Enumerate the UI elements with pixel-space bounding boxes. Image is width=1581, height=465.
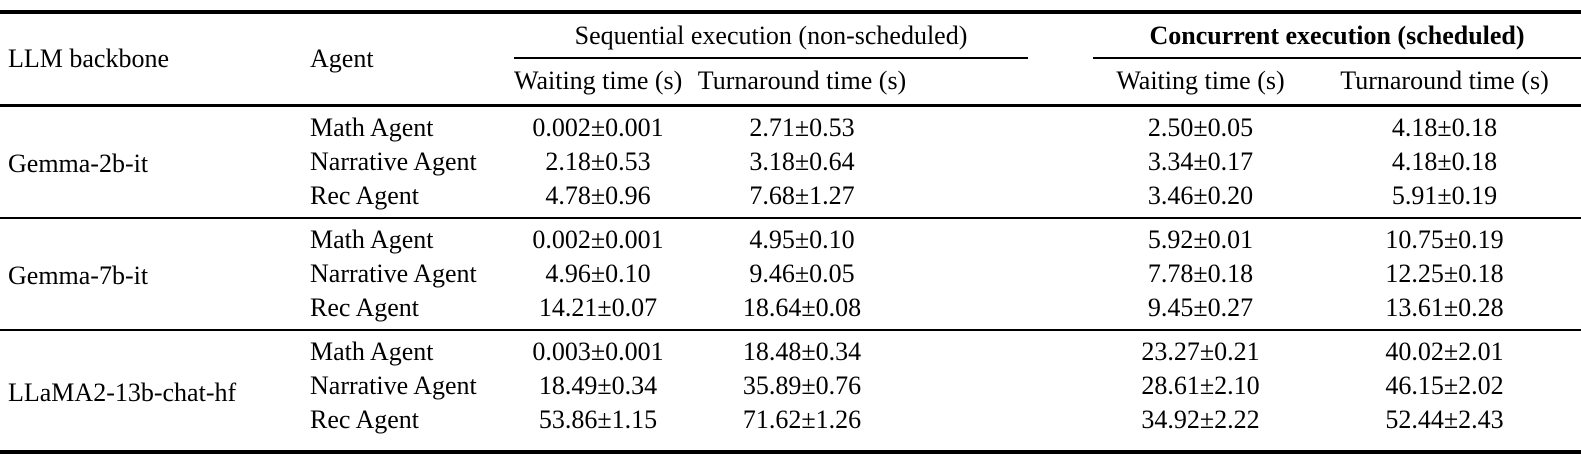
cell-conc-turnaround: 12.25±0.18 bbox=[1385, 259, 1504, 288]
header-concurrent-group: Concurrent execution (scheduled) bbox=[1093, 12, 1581, 59]
cell-agent: Rec Agent bbox=[310, 181, 420, 210]
header-row-spanners: LLM backbone Agent Sequential execution … bbox=[0, 12, 1581, 73]
cell-seq-turnaround: 35.89±0.76 bbox=[742, 371, 862, 400]
header-agent: Agent bbox=[310, 44, 374, 73]
cell-seq-waiting: 0.003±0.001 bbox=[532, 337, 664, 366]
cell-seq-waiting: 0.002±0.001 bbox=[532, 113, 664, 142]
cell-seq-turnaround: 71.62±1.26 bbox=[742, 405, 862, 434]
cell-backbone: Gemma-7b-it bbox=[8, 261, 149, 290]
table-row: Gemma-2b-it Math Agent 0.002±0.001 2.71±… bbox=[0, 106, 1581, 178]
table-row: Narrative Agent 4.96±0.10 9.46±0.05 7.78… bbox=[0, 257, 1581, 291]
cell-conc-turnaround: 13.61±0.28 bbox=[1385, 293, 1504, 322]
cell-agent: Narrative Agent bbox=[310, 147, 477, 176]
cell-agent: Rec Agent bbox=[310, 405, 420, 434]
cell-gap bbox=[1028, 218, 1093, 257]
cell-seq-turnaround: 18.64±0.08 bbox=[742, 293, 862, 322]
cell-gap bbox=[922, 257, 1028, 291]
cell-gap bbox=[1028, 106, 1093, 146]
cell-seq-turnaround: 7.68±1.27 bbox=[749, 181, 855, 210]
cell-conc-waiting: 7.78±0.18 bbox=[1147, 259, 1254, 288]
header-gap-column bbox=[1028, 12, 1093, 106]
cell-conc-turnaround: 10.75±0.19 bbox=[1385, 225, 1504, 254]
table-row: LLaMA2-13b-chat-hf Math Agent 0.003±0.00… bbox=[0, 330, 1581, 407]
cell-seq-turnaround: 2.71±0.53 bbox=[749, 113, 855, 142]
cell-backbone: LLaMA2-13b-chat-hf bbox=[8, 377, 237, 407]
cell-gap bbox=[1028, 257, 1093, 291]
cell-seq-waiting: 18.49±0.34 bbox=[538, 371, 658, 400]
cell-conc-waiting: 23.27±0.21 bbox=[1141, 337, 1260, 366]
cell-gap bbox=[1028, 145, 1093, 179]
cell-conc-waiting: 28.61±2.10 bbox=[1141, 371, 1260, 400]
cell-seq-waiting: 14.21±0.07 bbox=[538, 293, 658, 322]
cell-agent: Narrative Agent bbox=[310, 371, 477, 400]
table-row: Rec Agent 14.21±0.07 18.64±0.08 9.45±0.2… bbox=[0, 291, 1581, 330]
table-row: Rec Agent 53.86±1.15 71.62±1.26 34.92±2.… bbox=[0, 403, 1581, 452]
cell-conc-waiting: 5.92±0.01 bbox=[1147, 225, 1254, 254]
header-row-subheaders: Waiting time (s) Turnaround time (s) Wai… bbox=[0, 58, 1581, 106]
cell-conc-waiting: 3.34±0.17 bbox=[1147, 147, 1254, 176]
cell-agent: Rec Agent bbox=[310, 293, 420, 322]
cell-gap bbox=[922, 291, 1028, 330]
cell-seq-turnaround: 18.48±0.34 bbox=[742, 337, 862, 366]
cell-seq-waiting: 2.18±0.53 bbox=[545, 147, 651, 176]
cell-conc-waiting: 34.92±2.22 bbox=[1141, 405, 1260, 434]
cell-gap bbox=[1028, 330, 1093, 369]
group-gemma-2b: Gemma-2b-it Math Agent 0.002±0.001 2.71±… bbox=[0, 105, 1581, 219]
results-table: LLM backbone Agent Sequential execution … bbox=[0, 10, 1581, 454]
cell-seq-turnaround: 3.18±0.64 bbox=[749, 147, 855, 176]
group-llama2-13b: LLaMA2-13b-chat-hf Math Agent 0.003±0.00… bbox=[0, 330, 1581, 452]
cell-conc-turnaround: 52.44±2.43 bbox=[1385, 405, 1504, 434]
cell-agent: Math Agent bbox=[310, 225, 434, 254]
cell-gap bbox=[1028, 369, 1093, 403]
cell-gap bbox=[922, 369, 1028, 403]
cell-seq-waiting: 4.96±0.10 bbox=[545, 259, 651, 288]
cell-gap bbox=[922, 218, 1028, 257]
table-header: LLM backbone Agent Sequential execution … bbox=[0, 12, 1581, 106]
cell-gap bbox=[922, 145, 1028, 179]
cell-conc-turnaround: 4.18±0.18 bbox=[1391, 147, 1498, 176]
cell-agent: Math Agent bbox=[310, 337, 434, 366]
cell-seq-waiting: 0.002±0.001 bbox=[532, 225, 664, 254]
table-row: Rec Agent 4.78±0.96 7.68±1.27 3.46±0.20 … bbox=[0, 179, 1581, 218]
cell-conc-turnaround: 5.91±0.19 bbox=[1391, 181, 1498, 210]
group-gemma-7b: Gemma-7b-it Math Agent 0.002±0.001 4.95±… bbox=[0, 218, 1581, 330]
cell-gap bbox=[1028, 179, 1093, 218]
header-seq-waiting: Waiting time (s) bbox=[514, 66, 683, 95]
cell-conc-turnaround: 40.02±2.01 bbox=[1385, 337, 1504, 366]
cell-seq-turnaround: 9.46±0.05 bbox=[749, 259, 855, 288]
cell-conc-turnaround: 4.18±0.18 bbox=[1391, 113, 1498, 142]
cell-seq-turnaround: 4.95±0.10 bbox=[749, 225, 855, 254]
cell-gap bbox=[922, 330, 1028, 369]
header-seq-turnaround: Turnaround time (s) bbox=[697, 66, 907, 95]
header-gap-inner bbox=[922, 58, 1028, 106]
header-sequential-group: Sequential execution (non-scheduled) bbox=[514, 12, 1028, 59]
cell-seq-waiting: 4.78±0.96 bbox=[545, 181, 651, 210]
header-conc-turnaround: Turnaround time (s) bbox=[1340, 66, 1549, 95]
cell-backbone: Gemma-2b-it bbox=[8, 149, 149, 178]
cell-conc-waiting: 3.46±0.20 bbox=[1147, 181, 1254, 210]
cell-gap bbox=[1028, 403, 1093, 452]
cell-gap bbox=[922, 106, 1028, 146]
table-row: Gemma-7b-it Math Agent 0.002±0.001 4.95±… bbox=[0, 218, 1581, 290]
cell-gap bbox=[1028, 291, 1093, 330]
table-row: Narrative Agent 2.18±0.53 3.18±0.64 3.34… bbox=[0, 145, 1581, 179]
cell-agent: Narrative Agent bbox=[310, 259, 477, 288]
cell-conc-waiting: 2.50±0.05 bbox=[1147, 113, 1254, 142]
cell-conc-turnaround: 46.15±2.02 bbox=[1385, 371, 1504, 400]
cell-gap bbox=[922, 403, 1028, 452]
cell-gap bbox=[922, 179, 1028, 218]
header-llm-backbone: LLM backbone bbox=[8, 44, 170, 73]
cell-conc-waiting: 9.45±0.27 bbox=[1147, 293, 1254, 322]
cell-agent: Math Agent bbox=[310, 113, 434, 142]
cell-seq-waiting: 53.86±1.15 bbox=[538, 405, 658, 434]
header-conc-waiting: Waiting time (s) bbox=[1116, 66, 1285, 95]
table-row: Narrative Agent 18.49±0.34 35.89±0.76 28… bbox=[0, 369, 1581, 403]
